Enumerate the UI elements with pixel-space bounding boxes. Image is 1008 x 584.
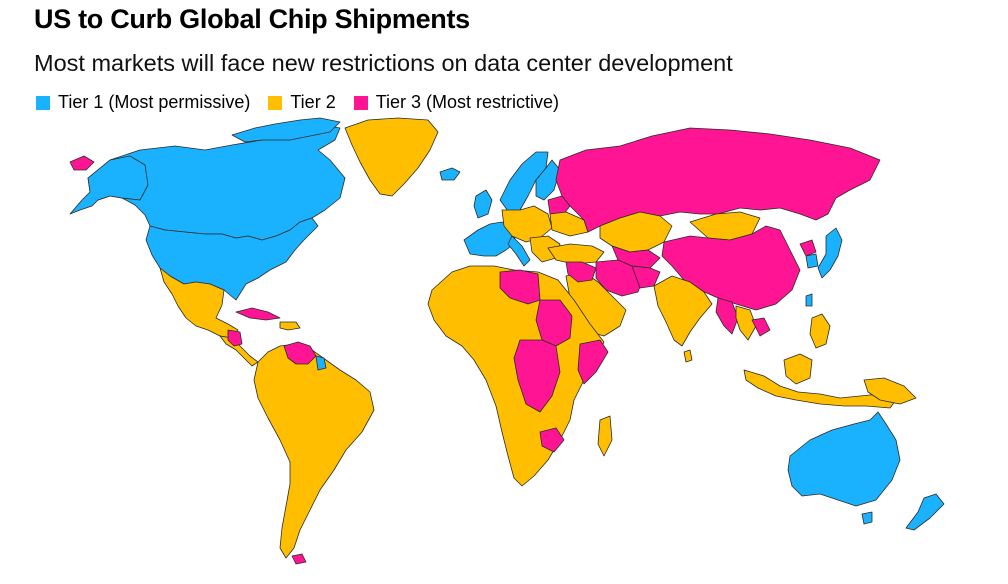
legend-swatch-tier3 — [353, 95, 368, 110]
region-belarus — [547, 195, 571, 217]
region-borneo — [783, 353, 813, 385]
region-myanmar — [715, 297, 739, 335]
legend-swatch-tier2 — [268, 95, 283, 110]
region-tasmania — [861, 511, 873, 525]
region-caribbean — [279, 321, 301, 331]
region-new-zealand — [905, 493, 945, 531]
region-iran — [595, 259, 645, 297]
chart-title: US to Curb Global Chip Shipments — [34, 4, 470, 34]
region-guyana — [315, 355, 327, 371]
region-iceland — [439, 167, 461, 181]
region-falklands — [291, 553, 307, 565]
region-greenland — [344, 117, 439, 197]
region-thailand — [735, 305, 757, 341]
region-korea-north — [799, 239, 817, 257]
region-cambodia — [751, 317, 771, 337]
region-nicaragua — [227, 329, 243, 347]
region-uk — [473, 189, 493, 219]
region-iraq-syria — [565, 261, 597, 283]
legend-label-tier2: Tier 2 — [290, 92, 336, 112]
region-alaska — [69, 155, 149, 215]
region-libya — [499, 269, 541, 305]
legend: Tier 1 (Most permissive) Tier 2 Tier 3 (… — [36, 92, 577, 113]
region-philippines — [809, 313, 831, 349]
region-japan — [817, 227, 843, 279]
region-canada-arctic — [231, 117, 341, 143]
region-new-guinea — [863, 377, 917, 405]
region-russia — [555, 127, 881, 233]
region-korea-south — [805, 253, 819, 269]
region-india — [653, 275, 713, 347]
region-central-europe — [501, 205, 553, 243]
region-venezuela — [283, 341, 317, 365]
region-south-america — [253, 343, 375, 559]
region-indonesia — [743, 369, 897, 409]
region-turkey — [547, 243, 605, 265]
region-afghanistan — [631, 265, 661, 289]
region-russia-chukotka-west — [69, 155, 95, 171]
legend-item-tier1: Tier 1 (Most permissive) — [36, 92, 250, 113]
legend-swatch-tier1 — [36, 95, 50, 110]
region-italy — [507, 235, 531, 267]
region-madagascar — [597, 415, 613, 457]
region-mexico — [159, 267, 239, 339]
region-somalia — [577, 339, 609, 385]
legend-item-tier2: Tier 2 — [268, 92, 336, 113]
region-taiwan — [805, 293, 813, 307]
legend-label-tier3: Tier 3 (Most restrictive) — [375, 92, 560, 112]
chart-subtitle: Most markets will face new restrictions … — [34, 50, 733, 76]
region-sri-lanka — [683, 349, 693, 363]
legend-item-tier3: Tier 3 (Most restrictive) — [353, 92, 560, 113]
region-zimbabwe — [539, 427, 565, 453]
region-australia — [787, 411, 901, 507]
legend-label-tier1: Tier 1 (Most permissive) — [58, 92, 251, 112]
region-cuba — [235, 307, 281, 321]
region-sudan — [535, 299, 573, 347]
region-central-africa — [513, 339, 561, 413]
world-map — [69, 117, 945, 565]
